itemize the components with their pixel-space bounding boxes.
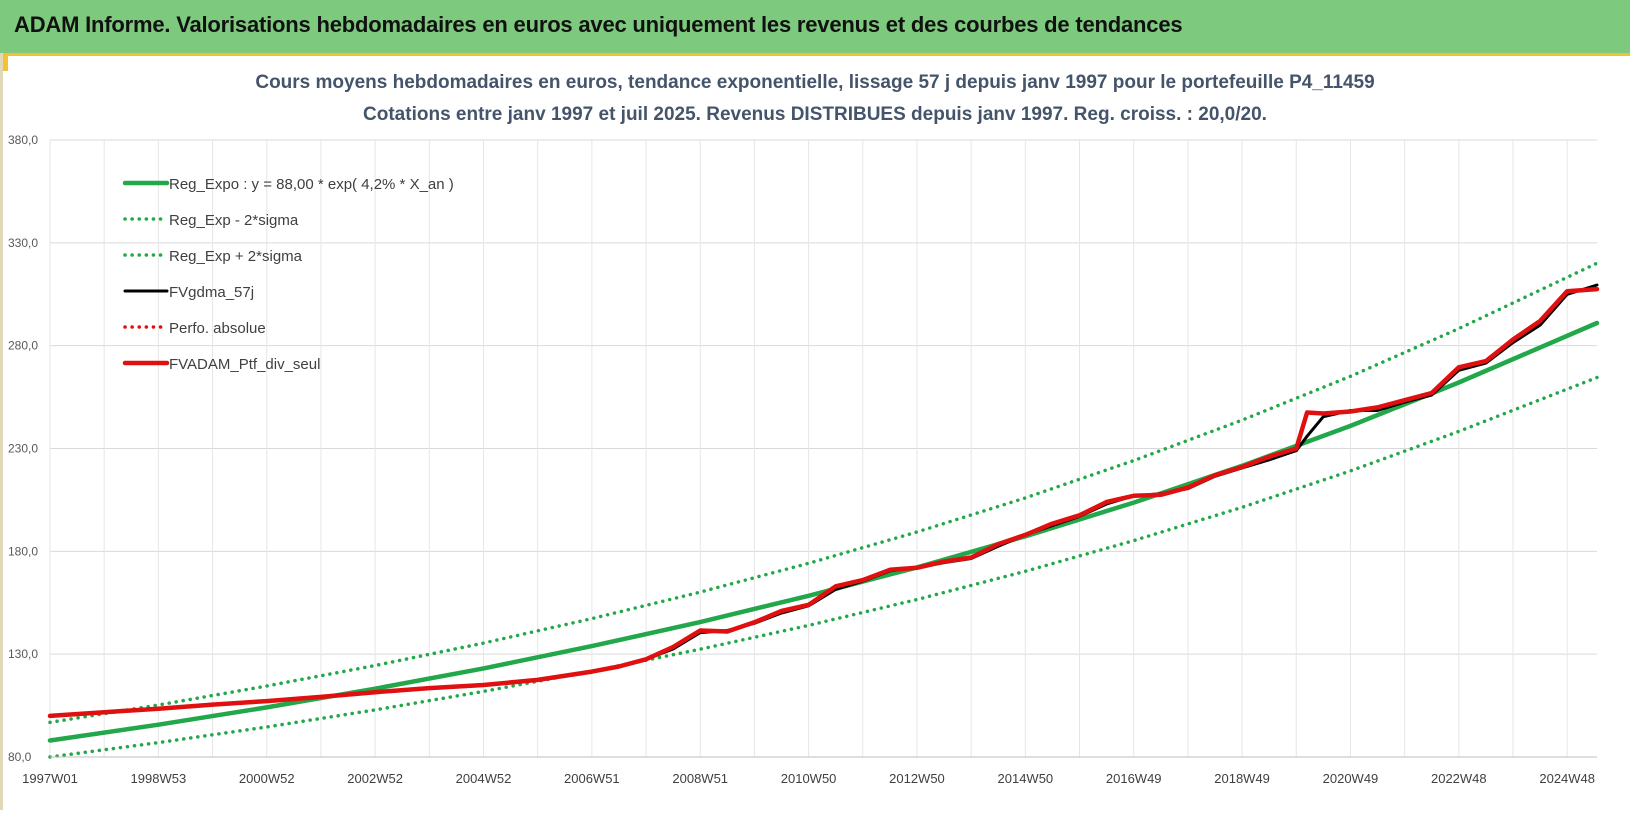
y-tick-label: 180,0 bbox=[8, 544, 38, 558]
x-tick-label: 2020W49 bbox=[1323, 771, 1379, 786]
y-tick-label: 380,0 bbox=[8, 133, 38, 147]
x-tick-label: 2024W48 bbox=[1539, 771, 1595, 786]
series-line-0 bbox=[47, 320, 1600, 743]
y-tick-label: 230,0 bbox=[8, 442, 38, 456]
y-tick-label: 330,0 bbox=[8, 236, 38, 250]
x-tick-label: 2000W52 bbox=[239, 771, 295, 786]
report-title: ADAM Informe. Valorisations hebdomadaire… bbox=[14, 12, 1183, 37]
y-tick-label: 80,0 bbox=[8, 750, 32, 764]
x-tick-label: 2008W51 bbox=[672, 771, 728, 786]
series-line-4 bbox=[48, 287, 1599, 718]
legend-label: Reg_Exp - 2*sigma bbox=[169, 212, 299, 229]
chart-subtitle: Cotations entre janv 1997 et juil 2025. … bbox=[363, 104, 1267, 125]
header-accent-tab bbox=[0, 53, 8, 71]
x-tick-label: 2006W51 bbox=[564, 771, 620, 786]
x-tick-label: 1998W53 bbox=[131, 771, 187, 786]
x-tick-label: 2002W52 bbox=[347, 771, 403, 786]
x-tick-label: 2012W50 bbox=[889, 771, 945, 786]
series-line-1 bbox=[48, 375, 1599, 759]
legend-label: Perfo. absolue bbox=[169, 320, 266, 337]
legend-label: FVgdma_57j bbox=[169, 284, 254, 301]
legend-label: Reg_Exp + 2*sigma bbox=[169, 248, 303, 265]
chart-grid bbox=[49, 139, 1597, 758]
chart-axes: 80,0 130,0 180,0 230,0 280,0 330,0 380,0 1997W0… bbox=[8, 133, 1597, 786]
chart-frame-edge bbox=[0, 53, 3, 815]
series-line-3 bbox=[48, 283, 1599, 718]
y-tick-label: 280,0 bbox=[8, 339, 38, 353]
x-tick-label: 2018W49 bbox=[1214, 771, 1270, 786]
report-header: ADAM Informe. Valorisations hebdomadaire… bbox=[0, 0, 1630, 54]
x-tick-label: 2016W49 bbox=[1106, 771, 1162, 786]
legend-label: Reg_Expo : y = 88,00 * exp( 4,2% * X_an … bbox=[169, 176, 454, 193]
header-accent-bar bbox=[0, 53, 1630, 56]
x-tick-label: 2014W50 bbox=[998, 771, 1054, 786]
chart-legend: Reg_Expo : y = 88,00 * exp( 4,2% * X_an … bbox=[122, 176, 454, 373]
footer-strip bbox=[0, 810, 1630, 815]
x-tick-label: 2010W50 bbox=[781, 771, 837, 786]
y-tick-label: 130,0 bbox=[8, 647, 38, 661]
series-line-2 bbox=[48, 261, 1599, 725]
chart-title: Cours moyens hebdomadaires en euros, ten… bbox=[255, 72, 1375, 93]
chart-series bbox=[47, 261, 1600, 759]
series-line-5 bbox=[47, 286, 1600, 719]
x-tick-label: 1997W01 bbox=[22, 771, 78, 786]
legend-label: FVADAM_Ptf_div_seul bbox=[169, 356, 320, 373]
x-tick-label: 2004W52 bbox=[456, 771, 512, 786]
x-tick-label: 2022W48 bbox=[1431, 771, 1487, 786]
